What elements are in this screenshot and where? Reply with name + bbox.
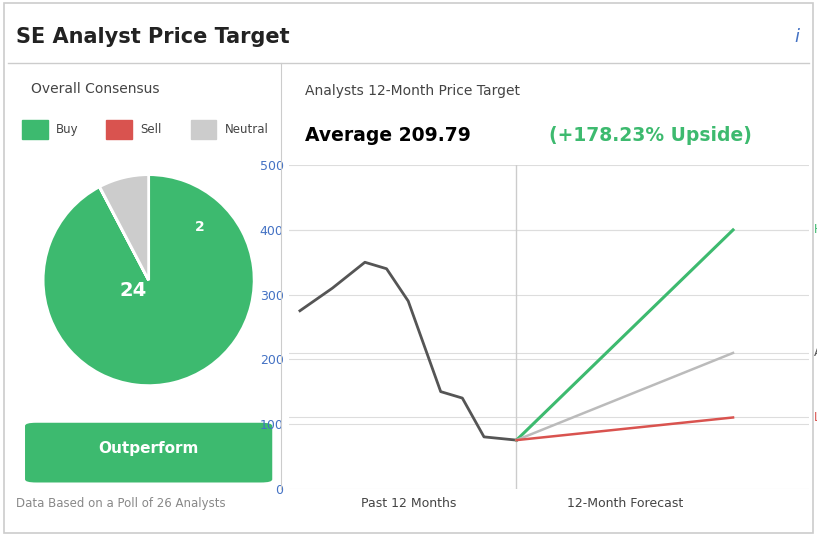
Text: Data Based on a Poll of 26 Analysts: Data Based on a Poll of 26 Analysts [16,497,225,510]
Bar [106,120,132,139]
Text: SE Analyst Price Target: SE Analyst Price Target [16,27,290,47]
Text: High  |  400.00: High | 400.00 [814,224,817,236]
Text: Neutral: Neutral [225,123,268,136]
Text: Sell: Sell [141,123,162,136]
FancyBboxPatch shape [25,423,272,482]
Wedge shape [100,175,149,280]
Bar [191,120,216,139]
Text: 24: 24 [119,281,146,300]
Text: Outperform: Outperform [99,441,199,456]
Text: 2: 2 [194,220,204,234]
Text: Buy: Buy [56,123,78,136]
Text: Low  |  110.00: Low | 110.00 [814,411,817,424]
Text: i: i [794,28,799,46]
Bar [22,120,47,139]
Text: (+178.23% Upside): (+178.23% Upside) [549,126,752,145]
Wedge shape [100,187,149,280]
Text: Average 209.79: Average 209.79 [305,126,471,145]
Text: Overall Consensus: Overall Consensus [31,82,159,96]
Wedge shape [43,175,254,386]
Text: Analysts 12-Month Price Target: Analysts 12-Month Price Target [305,84,520,98]
Text: Average  |  209.79: Average | 209.79 [814,346,817,360]
